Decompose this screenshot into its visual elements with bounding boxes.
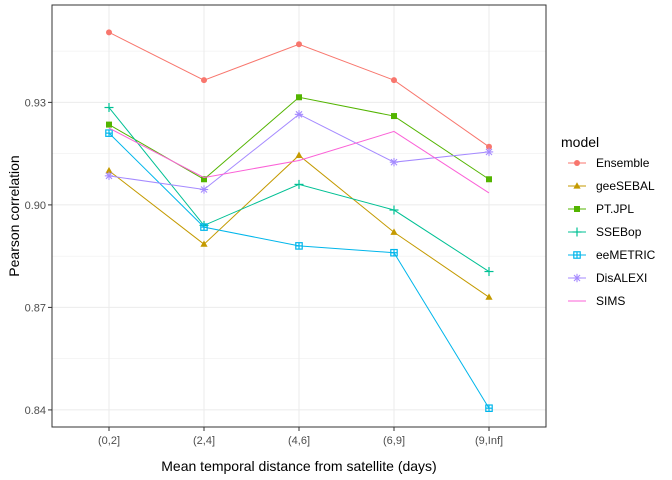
legend-item-disalexi: DisALEXI — [568, 271, 647, 285]
series-disalexi — [104, 110, 494, 194]
y-tick-label: 0.84 — [25, 405, 46, 417]
x-tick-label: (9,Inf] — [475, 435, 503, 447]
marker-asterisk-d2 — [573, 274, 581, 282]
y-tick-label: 0.90 — [25, 200, 46, 212]
marker-triangle — [105, 166, 113, 174]
marker-square — [486, 176, 492, 183]
marker-triangle — [295, 151, 303, 158]
legend-label: DisALEXI — [596, 271, 647, 285]
legend-item-geesebal: geeSEBAL — [568, 179, 655, 193]
marker-asterisk-d2 — [390, 158, 398, 166]
legend-title: model — [561, 134, 599, 150]
marker-triangle — [390, 228, 398, 235]
marker-square — [574, 206, 580, 212]
y-tick-label: 0.93 — [25, 97, 46, 109]
legend-label: geeSEBAL — [596, 179, 655, 193]
legend-label: SIMS — [596, 294, 625, 308]
series-sims — [108, 127, 490, 194]
series-ssebop — [104, 103, 494, 277]
y-tick-label: 0.87 — [25, 302, 46, 314]
marker-circle — [391, 77, 397, 84]
marker-asterisk-d2 — [295, 110, 303, 118]
marker-circle — [201, 77, 207, 84]
marker-asterisk-d2 — [105, 172, 113, 180]
legend-item-ensemble: Ensemble — [568, 156, 650, 170]
legend: model Ensemble geeSEBAL PT.JPL SSEBop eeMETR… — [561, 134, 656, 308]
legend-label: Ensemble — [596, 156, 650, 170]
x-tick-label: (6,9] — [383, 435, 405, 447]
marker-triangle — [200, 240, 208, 247]
series-geesebal — [105, 151, 493, 300]
marker-circle — [574, 160, 580, 166]
ticks-layer: 0.84 0.87 0.90 0.93 (0,2] (2,4] (4,6] (6,9] (9,I… — [25, 97, 503, 447]
marker-asterisk-d2 — [200, 186, 208, 193]
marker-square — [201, 176, 207, 183]
marker-circle — [106, 29, 112, 36]
x-tick-label: (4,6] — [288, 435, 310, 447]
series-line-sims — [108, 127, 490, 194]
legend-item-eemetric: eeMETRIC — [568, 248, 656, 262]
x-tick-label: (2,4] — [193, 435, 215, 447]
marker-square — [106, 121, 112, 128]
legend-label: SSEBop — [596, 225, 642, 239]
legend-item-ssebop: SSEBop — [568, 225, 642, 239]
marker-square — [296, 94, 302, 101]
marker-circle — [486, 143, 492, 150]
legend-item-sims: SIMS — [568, 294, 625, 308]
marker-triangle — [573, 182, 581, 189]
x-tick-label: (0,2] — [98, 435, 120, 447]
legend-label: PT.JPL — [596, 202, 634, 216]
series-eemetric — [105, 129, 493, 413]
legend-label: eeMETRIC — [596, 248, 656, 262]
y-axis-title: Pearson correlation — [6, 155, 22, 276]
marker-circle — [296, 41, 302, 48]
legend-item-pt-jpl: PT.JPL — [568, 202, 634, 216]
marker-asterisk-d2 — [485, 148, 493, 156]
series-layer — [104, 29, 494, 413]
series-ensemble — [106, 29, 492, 150]
x-axis-title: Mean temporal distance from satellite (d… — [161, 458, 436, 474]
marker-triangle — [485, 293, 493, 300]
grid-major — [52, 5, 546, 427]
marker-square — [391, 113, 397, 120]
